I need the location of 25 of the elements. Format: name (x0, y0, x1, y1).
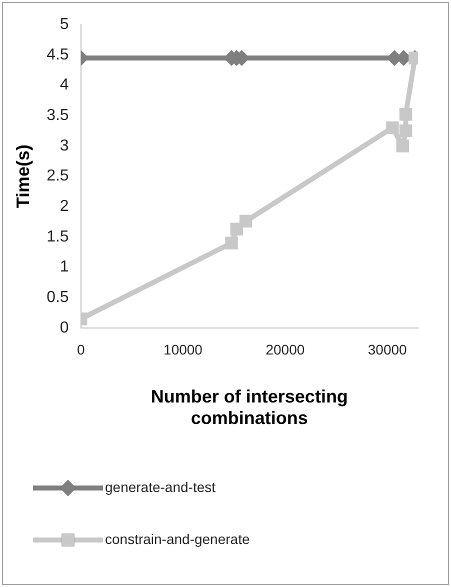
y-tick-label: 2 (60, 198, 69, 216)
y-tick-label: 0.5 (46, 289, 69, 306)
x-tick-label: 30000 (368, 341, 408, 358)
point (396, 140, 410, 152)
x-tick-label: 0 (76, 341, 85, 358)
y-tick-label: 3.5 (46, 107, 69, 124)
point (386, 121, 399, 134)
y-tick-label: 5 (60, 16, 69, 34)
point (239, 214, 252, 228)
x-tick-label: 10000 (164, 341, 203, 358)
y-tick-label: 4 (60, 76, 69, 94)
x-tick-label: 20000 (266, 341, 305, 358)
y-tick-label: 2.5 (46, 168, 69, 185)
y-axis-title: Time(s) (12, 144, 33, 208)
x-axis-title: Number of intersecting combinations (150, 386, 348, 428)
y-tick-label: 4.5 (46, 46, 69, 64)
y-tick-label: 1 (60, 258, 69, 276)
y-tick-label: 1.5 (46, 228, 69, 246)
point (399, 124, 412, 138)
point (399, 108, 412, 121)
point (225, 236, 238, 250)
y-tick-label: 0 (60, 319, 69, 336)
y-tick-label: 3 (60, 137, 69, 154)
legend-label: constrain-and-generate (105, 530, 250, 547)
legend-label: generate-and-test (105, 478, 216, 495)
